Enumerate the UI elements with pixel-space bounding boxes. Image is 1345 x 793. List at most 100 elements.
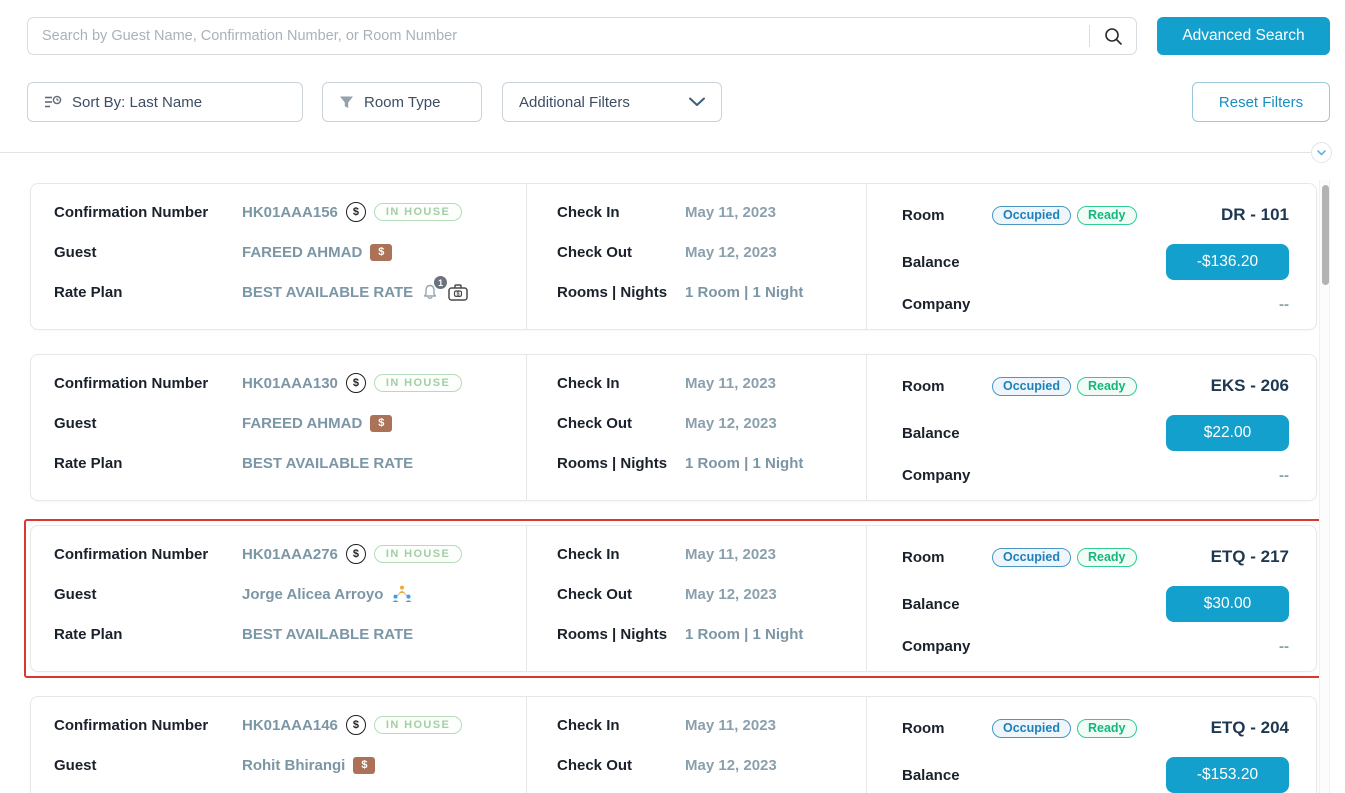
group-hierarchy-icon [391,585,413,603]
vertical-scrollbar-thumb[interactable] [1321,185,1329,285]
bell-count-badge: 1 [434,276,448,289]
room-number: ETQ - 217 [1210,547,1289,566]
balance-label: Balance [902,766,960,784]
room-type-filter-button[interactable]: Room Type [322,82,482,122]
room-label: Room [902,377,945,395]
status-badges: Occupied Ready [992,205,1137,225]
check-in-label: Check In [557,716,620,734]
check-out-label: Check Out [557,243,633,261]
guest-name: Rohit Bhirangi [242,756,346,774]
search-row: Advanced Search [27,17,1330,55]
in-house-status-badge: IN HOUSE [373,716,463,734]
room-status-badge: Ready [1076,547,1137,567]
status-badges: Occupied Ready [992,547,1137,567]
dollar-circle-icon: $ [345,373,366,393]
bell-icon: 1 [421,276,448,301]
room-number: DR - 101 [1220,205,1289,224]
room-status-badge: Occupied [992,205,1071,225]
rate-plan-label: Rate Plan [54,625,123,643]
rate-plan-value: BEST AVAILABLE RATE [242,625,414,643]
magnifier-icon [1104,27,1123,46]
check-in-date: May 11, 2023 [685,374,776,392]
balance-button[interactable]: $22.00 [1166,415,1289,451]
reservation-card[interactable]: Confirmation Number HK01AAA146 $ IN HOUS… [30,696,1317,793]
reservation-card[interactable]: Confirmation Number HK01AAA156 $ IN HOUS… [30,183,1317,330]
reset-filters-button[interactable]: Reset Filters [1192,82,1330,122]
advanced-search-button[interactable]: Advanced Search [1157,17,1330,55]
guest-label: Guest [54,414,97,432]
confirmation-label: Confirmation Number [54,545,209,563]
status-badges: Occupied Ready [992,376,1137,396]
guest-label: Guest [54,756,97,774]
company-value: -- [1279,466,1289,484]
additional-filters-dropdown[interactable]: Additional Filters [502,82,722,122]
confirmation-number: HK01AAA130 [242,374,338,392]
sort-by-label: Sort By: Last Name [72,93,203,111]
rooms-nights-label: Rooms | Nights [557,283,668,301]
guest-name: FAREED AHMAD [242,414,363,432]
rooms-nights-value: 1 Room | 1 Night [685,283,804,301]
room-balance-column: Room Occupied Ready EKS - 206 Balance $22… [866,355,1316,500]
guest-name: Jorge Alicea Arroyo [242,585,384,603]
balance-label: Balance [902,253,960,271]
rooms-nights-value: 1 Room | 1 Night [685,625,804,643]
in-house-status-badge: IN HOUSE [373,545,463,563]
reservation-card[interactable]: Confirmation Number HK01AAA130 $ IN HOUS… [30,354,1317,501]
balance-button[interactable]: -$153.20 [1166,757,1289,793]
rate-plan-label: Rate Plan [54,454,123,472]
check-in-date: May 11, 2023 [685,203,776,221]
balance-label: Balance [902,424,960,442]
rooms-nights-label: Rooms | Nights [557,454,668,472]
confirmation-number: HK01AAA146 [242,716,338,734]
in-house-status-badge: IN HOUSE [373,374,463,392]
room-balance-column: Room Occupied Ready ETQ - 204 Balance -$1… [866,697,1316,793]
dollar-square-badge: $ [353,756,376,774]
stay-dates-column: Check In May 11, 2023 Check Out May 12, … [526,526,866,671]
confirmation-label: Confirmation Number [54,374,209,392]
search-button[interactable] [1090,27,1136,46]
vertical-scrollbar-track[interactable] [1319,180,1330,793]
sort-by-button[interactable]: Sort By: Last Name [27,82,303,122]
status-badges: Occupied Ready [992,718,1137,738]
check-out-label: Check Out [557,414,633,432]
check-out-date: May 12, 2023 [685,585,777,603]
room-status-badge: Ready [1076,205,1137,225]
check-in-label: Check In [557,545,620,563]
room-label: Room [902,206,945,224]
company-label: Company [902,637,971,655]
confirmation-number: HK01AAA156 [242,203,338,221]
svg-text:$: $ [457,291,460,297]
check-in-label: Check In [557,203,620,221]
confirmation-number: HK01AAA276 [242,545,338,563]
filter-row: Sort By: Last Name Room Type Additional … [27,82,1330,122]
guest-label: Guest [54,243,97,261]
dollar-circle-icon: $ [345,715,366,735]
balance-button[interactable]: $30.00 [1166,586,1289,622]
reservation-details-column: Confirmation Number HK01AAA146 $ IN HOUS… [31,697,526,793]
room-status-badge: Occupied [992,376,1071,396]
reservation-card[interactable]: Confirmation Number HK01AAA276 $ IN HOUS… [24,519,1323,678]
search-divider [1089,25,1090,47]
room-type-label: Room Type [364,93,441,111]
check-in-label: Check In [557,374,620,392]
balance-label: Balance [902,595,960,613]
dollar-circle-icon: $ [345,544,366,564]
check-out-date: May 12, 2023 [685,243,777,261]
search-box[interactable] [27,17,1137,55]
room-status-badge: Occupied [992,718,1071,738]
guest-label: Guest [54,585,97,603]
chevron-down-icon [689,97,705,107]
balance-button[interactable]: -$136.20 [1166,244,1289,280]
stay-dates-column: Check In May 11, 2023 Check Out May 12, … [526,355,866,500]
search-input[interactable] [28,28,1089,44]
company-value: -- [1279,637,1289,655]
company-label: Company [902,466,971,484]
additional-filters-label: Additional Filters [519,93,630,111]
rate-plan-value: BEST AVAILABLE RATE [242,454,414,472]
check-in-date: May 11, 2023 [685,716,776,734]
collapse-results-button[interactable] [1311,142,1332,163]
reservation-list: Confirmation Number HK01AAA156 $ IN HOUS… [24,183,1323,793]
stay-dates-column: Check In May 11, 2023 Check Out May 12, … [526,697,866,793]
dollar-square-badge: $ [370,414,393,432]
room-status-badge: Ready [1076,376,1137,396]
